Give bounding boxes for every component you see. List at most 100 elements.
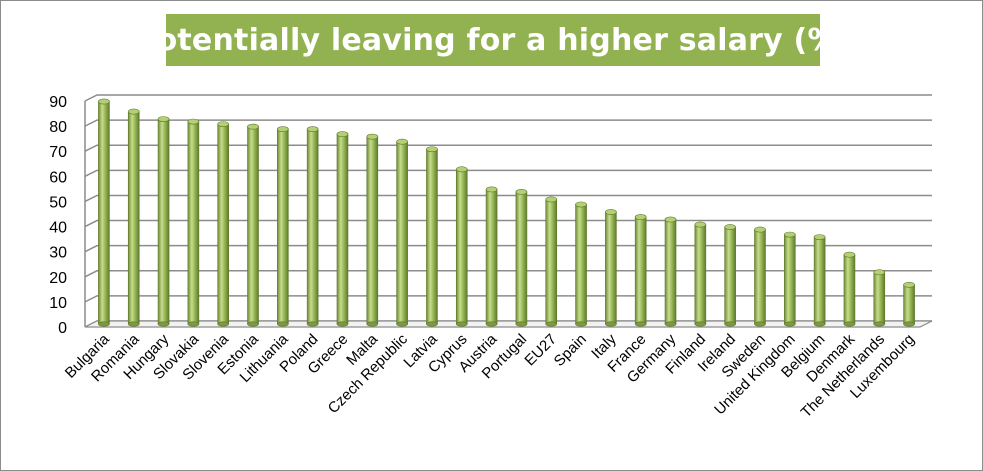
bar — [575, 201, 587, 327]
gridline — [84, 244, 932, 253]
bar-body — [754, 229, 766, 325]
bar — [754, 226, 766, 327]
bar-body — [605, 211, 617, 325]
bar-top — [277, 126, 289, 133]
bar-top — [784, 231, 796, 238]
bar-body — [813, 236, 826, 325]
bar-top — [605, 209, 617, 215]
bar-body — [247, 126, 259, 325]
gridline — [84, 219, 932, 228]
bar-base — [366, 321, 379, 327]
y-tick-label: 20 — [49, 270, 67, 287]
bar-body — [634, 216, 647, 325]
bar-body — [545, 199, 558, 325]
bar — [127, 108, 140, 327]
bar — [277, 126, 289, 327]
bar-base — [277, 321, 289, 327]
bar-top — [455, 166, 468, 173]
x-category-label: EU27 — [522, 331, 561, 370]
x-axis-category-labels: BulgariaRomaniaHungarySlovakiaSloveniaEs… — [62, 330, 918, 421]
bar — [664, 216, 677, 327]
bar-top — [634, 214, 647, 220]
bar — [366, 133, 379, 327]
bar-top — [98, 98, 110, 105]
bar-top — [366, 133, 379, 140]
bar-top — [903, 281, 915, 288]
bar — [813, 234, 826, 327]
gridline — [84, 194, 932, 203]
bar — [873, 269, 886, 327]
bar-base — [843, 321, 856, 327]
bar-top — [485, 186, 498, 193]
bar-base — [634, 321, 647, 327]
bar-top — [396, 138, 408, 145]
bar-body — [426, 148, 438, 325]
y-axis-tick-labels: 0 10 20 30 40 50 60 70 80 90 — [49, 94, 67, 337]
gridline — [84, 94, 932, 102]
bar-top — [187, 118, 200, 125]
bar-top — [157, 116, 170, 122]
bar — [485, 186, 498, 327]
gridline — [84, 169, 932, 178]
bar-base — [396, 321, 408, 327]
bar — [217, 121, 229, 327]
bar-base — [724, 321, 736, 327]
bar-top — [336, 131, 349, 138]
bar-body — [217, 123, 229, 325]
bar-body — [784, 234, 796, 325]
bar-body — [664, 219, 677, 325]
bar-body — [396, 141, 408, 325]
bar — [634, 214, 647, 327]
gridlines — [84, 94, 932, 328]
bar-base — [873, 321, 886, 327]
bar-body — [724, 226, 736, 325]
bar-body — [485, 189, 498, 325]
bar-base — [247, 321, 259, 327]
bar-body — [515, 191, 528, 325]
bar-base — [127, 321, 140, 327]
bar-body — [187, 121, 200, 325]
bar-base — [784, 321, 796, 327]
bar-body — [694, 224, 707, 325]
bar-base — [455, 321, 468, 327]
y-tick-label: 50 — [49, 194, 67, 211]
bar-top — [754, 226, 766, 233]
bar — [545, 196, 558, 327]
bar-body — [873, 271, 886, 325]
bar-top — [127, 108, 140, 115]
bar-base — [575, 321, 587, 327]
gridline — [84, 295, 932, 303]
bar-top — [515, 189, 528, 195]
bar-top — [306, 126, 319, 133]
bar — [157, 116, 170, 327]
bar-top — [247, 123, 259, 130]
bar-body — [455, 169, 468, 325]
bar-base — [426, 321, 438, 327]
bar-top — [694, 221, 707, 228]
bar-body — [575, 204, 587, 325]
bar-top — [813, 234, 826, 241]
bar-base — [187, 321, 200, 327]
y-tick-label: 90 — [49, 94, 67, 111]
bar-base — [694, 321, 707, 327]
gridline — [84, 119, 932, 127]
bar — [247, 123, 259, 327]
bar-body — [98, 101, 110, 325]
chart-title: Potentially leaving for a higher salary … — [134, 22, 852, 58]
bar-base — [217, 321, 229, 327]
bar-top — [843, 251, 856, 258]
bar-top — [217, 121, 229, 128]
bars — [98, 98, 915, 327]
bar-base — [515, 321, 528, 327]
bar-body — [157, 118, 170, 325]
bar-base — [98, 321, 110, 327]
bar — [694, 221, 707, 327]
x-category-label: Spain — [551, 331, 590, 370]
bar — [843, 251, 856, 327]
bar-body — [127, 111, 140, 325]
y-tick-label: 60 — [49, 169, 67, 186]
y-tick-label: 30 — [49, 245, 67, 262]
bar — [187, 118, 200, 327]
bar-top — [664, 216, 677, 223]
bar — [336, 131, 349, 327]
